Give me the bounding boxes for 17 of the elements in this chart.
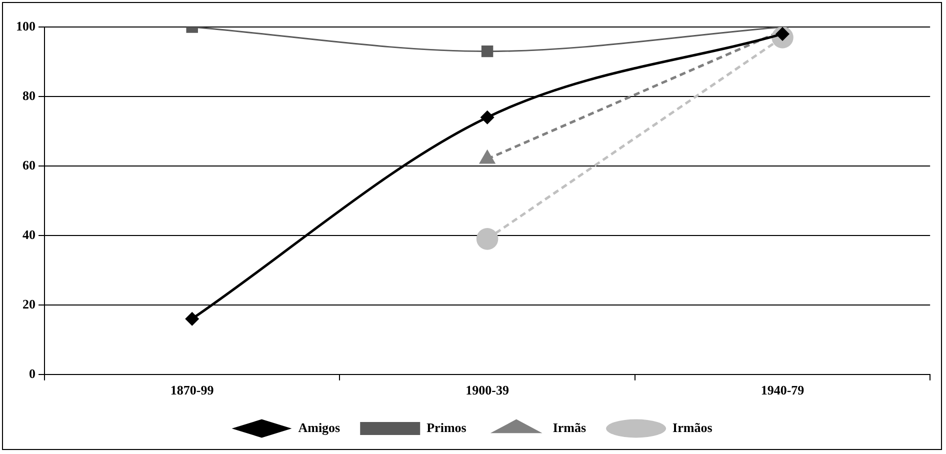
legend-label: Primos [426,420,466,435]
y-tick-label: 0 [29,366,36,381]
y-tick-label: 100 [16,18,36,34]
y-tick-label: 40 [22,226,36,242]
y-tick-label: 60 [22,157,36,172]
point [476,228,498,250]
point [185,312,200,326]
x-tick-label: 1870-99 [170,382,214,398]
x-tick-label: 1900-39 [466,382,510,398]
legend-label: Amigos [298,420,340,435]
y-tick-label: 20 [22,296,36,312]
legend-label: Irmãs [552,420,586,435]
legend-label: Irmãos [672,420,712,435]
point [480,110,494,124]
x-tick-label: 1940-79 [760,382,805,398]
point [481,45,494,58]
y-tick-label: 80 [22,88,36,103]
